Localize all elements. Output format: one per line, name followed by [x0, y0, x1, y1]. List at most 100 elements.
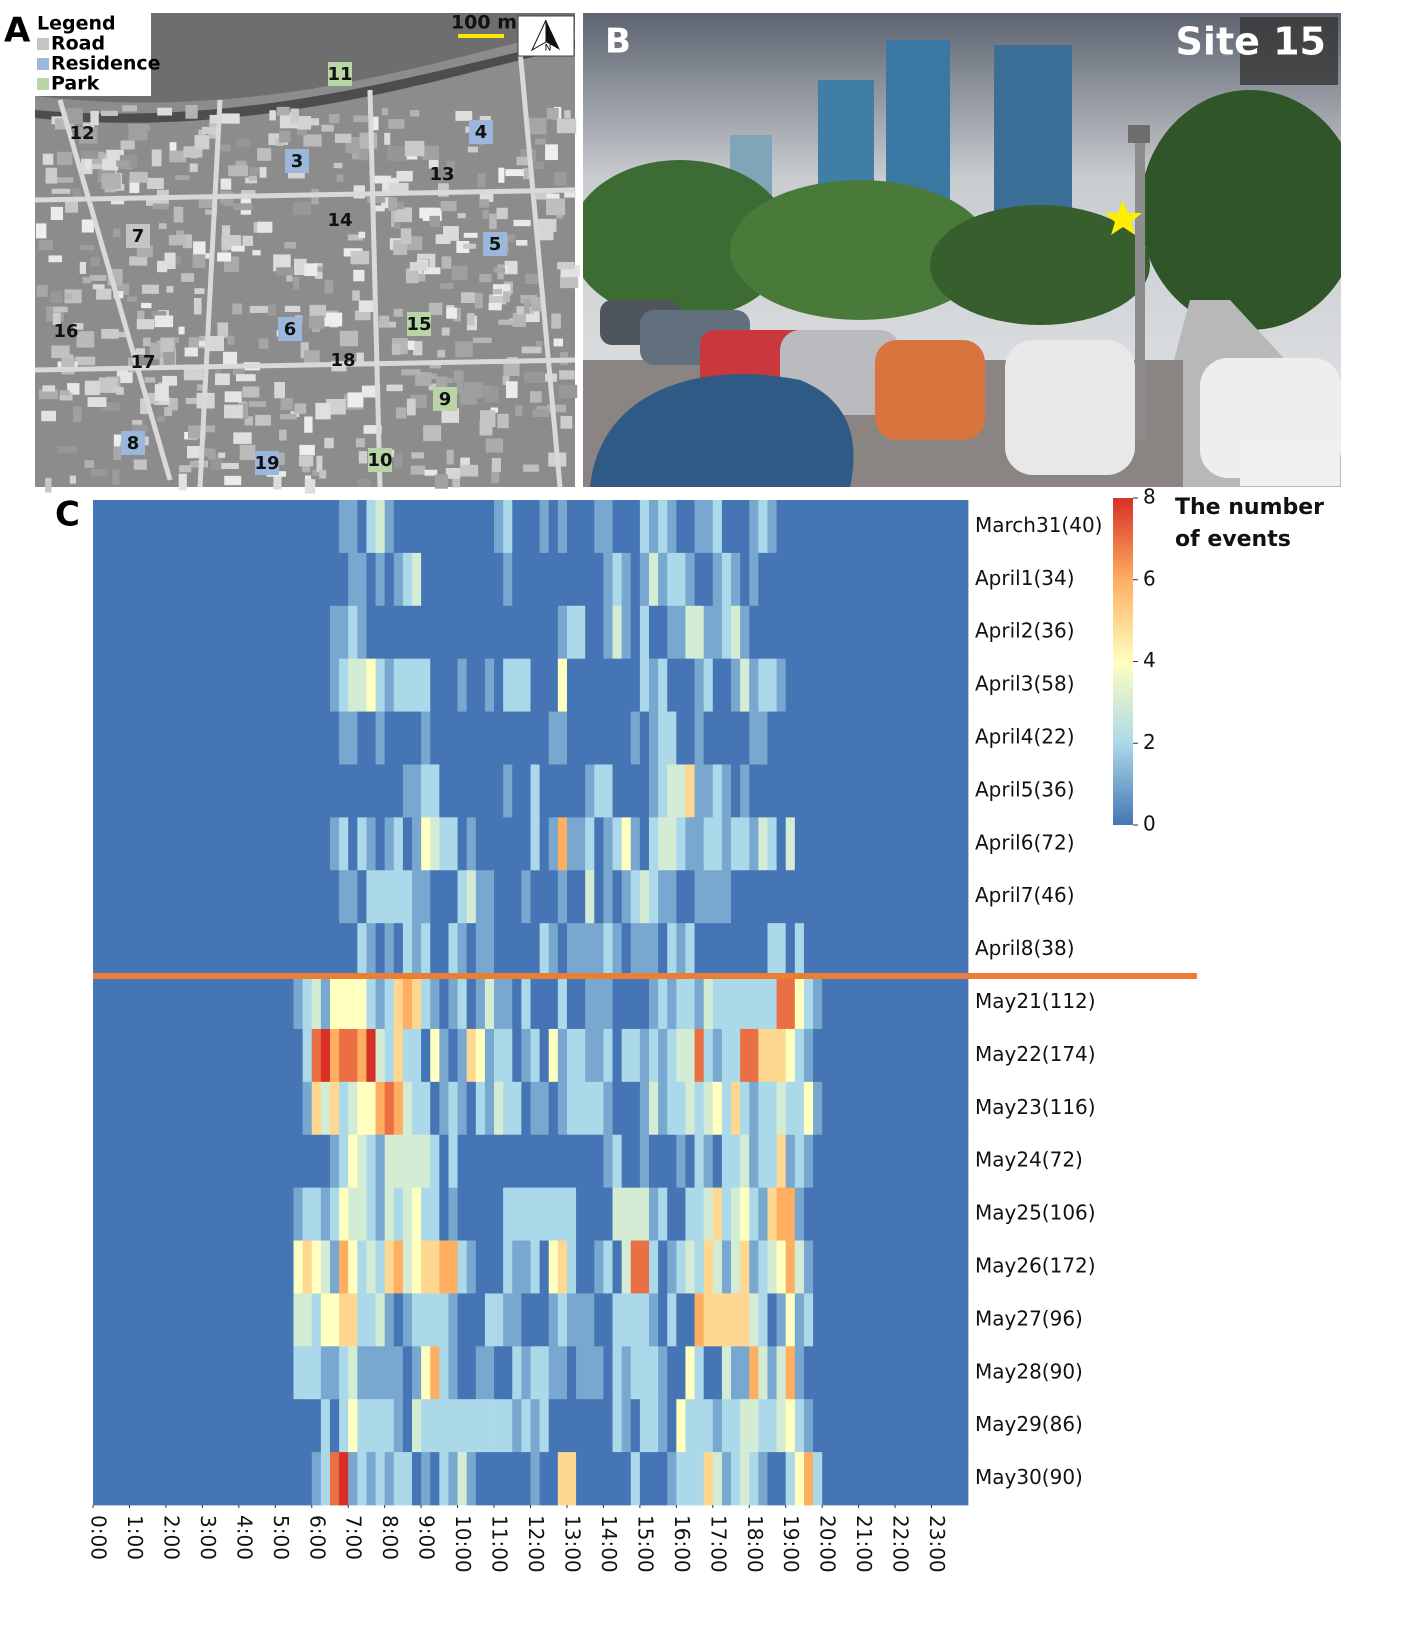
heat-cell [831, 764, 841, 818]
heat-cell [293, 1028, 304, 1083]
map-block [101, 173, 121, 189]
heat-cell [275, 1187, 285, 1241]
heat-cell [257, 764, 267, 818]
map-block [55, 177, 74, 183]
heat-cell [867, 1028, 878, 1083]
map-block [122, 105, 137, 112]
heat-cell [849, 870, 860, 924]
map-block [178, 473, 187, 491]
heat-cell [402, 976, 413, 1030]
map-block [235, 160, 247, 169]
heat-cell [329, 1187, 340, 1241]
heat-cell [302, 1187, 313, 1241]
heat-cell [831, 1346, 841, 1400]
heat-cell [156, 711, 167, 765]
heat-cell [102, 1028, 112, 1083]
map-block [284, 242, 297, 249]
heat-cell [749, 817, 759, 871]
heat-cell [767, 711, 777, 765]
heat-cell [566, 1187, 577, 1241]
heat-cell [566, 1399, 577, 1453]
heat-cell [922, 605, 932, 660]
map-block [557, 262, 575, 270]
map-block [215, 144, 231, 152]
heat-cell [412, 605, 422, 660]
heat-cell [785, 817, 796, 871]
heat-cell [539, 500, 550, 554]
heat-cell [658, 658, 668, 712]
heat-cell [257, 870, 267, 924]
heat-cell [384, 658, 395, 712]
heat-cell [439, 1240, 449, 1294]
heat-cell [548, 1028, 559, 1083]
heat-cell [339, 1399, 349, 1453]
heat-cell [813, 1452, 823, 1506]
heat-cell [138, 500, 149, 554]
map-block [440, 201, 457, 212]
map-block [446, 449, 454, 465]
map-block [258, 338, 269, 349]
heat-cell [202, 976, 212, 1030]
heat-cell [384, 1452, 395, 1506]
heat-cell [384, 552, 395, 607]
heat-cell [257, 1293, 267, 1347]
heat-cell [639, 1134, 650, 1189]
heat-cell [102, 1134, 112, 1189]
map-block [181, 273, 195, 282]
heat-cell [904, 1081, 914, 1136]
heat-cell [193, 552, 203, 607]
heat-cell [676, 1346, 686, 1400]
map-block [388, 182, 409, 193]
heat-cell [247, 1346, 258, 1400]
heat-cell [849, 923, 860, 977]
heat-cell [539, 1081, 550, 1136]
heat-cell [357, 1240, 367, 1294]
heat-cell [566, 658, 577, 712]
heat-cell [439, 1134, 449, 1189]
map-block [441, 408, 460, 423]
heat-cell [156, 500, 167, 554]
heat-cell [375, 1134, 386, 1189]
heat-cell [284, 764, 294, 818]
heat-cell [402, 1346, 413, 1400]
heat-cell [247, 605, 258, 660]
heat-cell [667, 1240, 677, 1294]
colorbar-tick-label: 0 [1143, 812, 1156, 836]
site-box [126, 224, 150, 248]
heat-cell [940, 1293, 951, 1347]
heat-cell [521, 1240, 531, 1294]
heat-cell [457, 1399, 468, 1453]
map-block [304, 416, 313, 433]
heat-cell [676, 1187, 686, 1241]
heat-cell [949, 1399, 960, 1453]
site-box [285, 149, 309, 173]
map-block [437, 349, 446, 358]
heat-cell [731, 1293, 741, 1347]
heat-cell [238, 1452, 249, 1506]
map-block [189, 163, 198, 173]
x-tick-label: 2:00 [159, 1515, 183, 1560]
map-block [558, 384, 578, 399]
map-block [324, 279, 334, 294]
heat-cell [867, 1187, 878, 1241]
heat-cell [949, 1187, 960, 1241]
map-road [197, 99, 223, 488]
heat-cell [694, 870, 705, 924]
heat-cell [767, 1028, 777, 1083]
heat-cell [284, 1134, 294, 1189]
heat-cell [922, 870, 932, 924]
heat-cell [721, 500, 732, 554]
heat-cell [940, 1240, 951, 1294]
row-label: May28(90) [975, 1359, 1083, 1383]
heat-cell [904, 552, 914, 607]
heat-cell [494, 605, 504, 660]
map-block [293, 202, 311, 215]
heat-cell [484, 1081, 495, 1136]
map-block [546, 198, 566, 216]
row-label: April4(22) [975, 725, 1075, 749]
heat-cell [111, 605, 121, 660]
heat-cell [448, 500, 458, 554]
heat-cell [311, 1081, 322, 1136]
heat-cell [266, 1346, 276, 1400]
heat-cell [858, 1293, 869, 1347]
